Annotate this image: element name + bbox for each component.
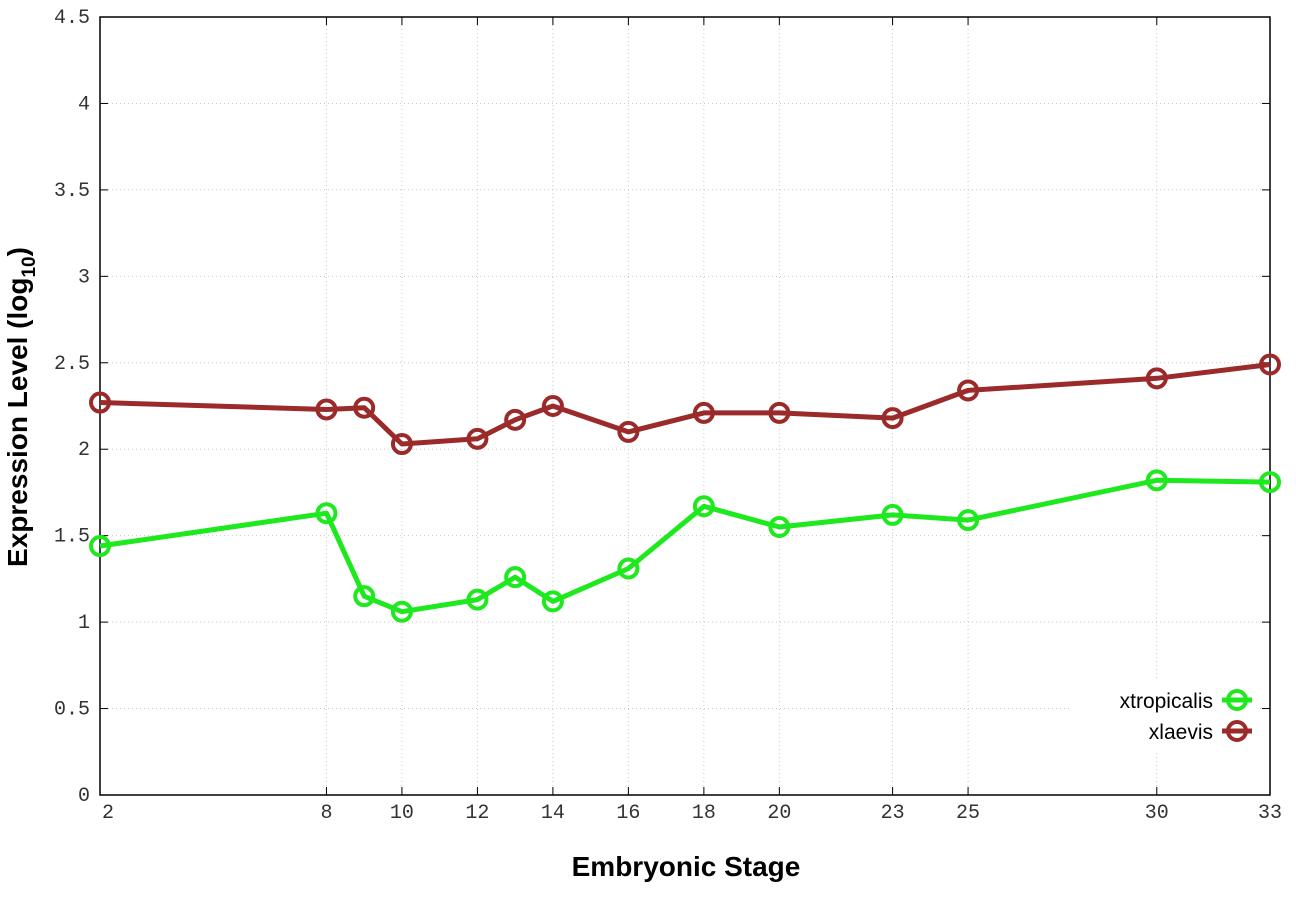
legend-marker-xlaevis bbox=[1226, 720, 1248, 742]
x-tick-label: 10 bbox=[390, 802, 414, 825]
data-point-xtropicalis bbox=[768, 516, 791, 539]
data-point-xtropicalis bbox=[390, 600, 413, 623]
y-tick-labels: 0 0.5 1 1.5 2 2.5 3 3.5 4 4.5 bbox=[54, 7, 90, 808]
axes bbox=[99, 16, 1271, 796]
data-point-xlaevis bbox=[466, 427, 489, 450]
data-point-xtropicalis bbox=[617, 557, 640, 580]
legend-entry-xtropicalis: xtropicalis bbox=[1120, 689, 1252, 713]
series-line-xtropicalis bbox=[99, 477, 1271, 615]
y-axis-title: Expression Level (log10) bbox=[2, 247, 40, 567]
legend-label-xtropicalis: xtropicalis bbox=[1120, 690, 1213, 713]
data-point-xlaevis bbox=[504, 408, 527, 431]
x-tick-label: 30 bbox=[1145, 802, 1169, 825]
plot-border bbox=[99, 16, 1271, 796]
data-point-xlaevis bbox=[692, 401, 715, 424]
y-tick-label: 3.5 bbox=[54, 180, 90, 203]
data-point-xtropicalis bbox=[466, 588, 489, 611]
data-point-xtropicalis bbox=[1145, 469, 1168, 492]
y-tick-label: 0.5 bbox=[54, 699, 90, 722]
data-point-xlaevis bbox=[768, 401, 791, 424]
data-point-xtropicalis bbox=[541, 590, 564, 613]
y-tick-label: 4.5 bbox=[54, 7, 90, 30]
data-point-xlaevis bbox=[89, 391, 111, 414]
legend-entry-xlaevis: xlaevis bbox=[1149, 720, 1252, 744]
data-point-xlaevis bbox=[881, 407, 904, 430]
data-point-xlaevis bbox=[541, 395, 564, 417]
data-point-xtropicalis bbox=[957, 509, 980, 532]
data-point-xlaevis bbox=[353, 396, 376, 419]
x-tick-label: 2 bbox=[102, 802, 114, 825]
data-point-xlaevis bbox=[957, 379, 980, 402]
y-tick-label: 1.5 bbox=[54, 526, 90, 549]
data-point-xlaevis bbox=[1145, 367, 1168, 390]
x-tick-label: 23 bbox=[881, 802, 905, 825]
x-tick-label: 14 bbox=[541, 802, 565, 825]
data-point-xlaevis bbox=[390, 433, 413, 456]
data-point-xlaevis bbox=[617, 420, 640, 443]
legend-label-xlaevis: xlaevis bbox=[1149, 721, 1213, 744]
y-axis-title-main: Expression Level (log bbox=[2, 278, 33, 567]
x-tick-label: 33 bbox=[1258, 802, 1282, 825]
y-tick-label: 3 bbox=[78, 266, 90, 289]
data-point-xtropicalis bbox=[692, 495, 715, 518]
data-point-xtropicalis bbox=[1259, 471, 1281, 494]
x-tick-label: 20 bbox=[767, 802, 791, 825]
x-tick-label: 8 bbox=[320, 802, 332, 825]
series-line-xlaevis bbox=[99, 362, 1271, 447]
data-point-xtropicalis bbox=[881, 503, 904, 526]
data-point-xtropicalis bbox=[89, 535, 111, 558]
data-point-xlaevis bbox=[1259, 353, 1281, 376]
grid-lines bbox=[100, 17, 1270, 795]
data-point-xtropicalis bbox=[504, 566, 527, 589]
data-point-xtropicalis bbox=[315, 502, 338, 525]
x-tick-label: 12 bbox=[465, 802, 489, 825]
x-tick-label: 25 bbox=[956, 802, 980, 825]
legend: xtropicalis xlaevis bbox=[1070, 680, 1260, 750]
y-tick-label: 4 bbox=[78, 93, 90, 116]
y-axis-title-subscript: 10 bbox=[19, 256, 40, 277]
x-tick-labels: 2 8 10 12 14 16 18 20 23 25 30 33 bbox=[102, 802, 1282, 825]
y-tick-label: 0 bbox=[78, 785, 90, 808]
x-axis-title: Embryonic Stage bbox=[572, 851, 801, 882]
y-tick-label: 2.5 bbox=[54, 353, 90, 376]
legend-marker-xtropicalis bbox=[1226, 689, 1248, 711]
y-axis-title-close: ) bbox=[2, 247, 33, 256]
x-tick-label: 16 bbox=[616, 802, 640, 825]
y-tick-label: 2 bbox=[78, 439, 90, 462]
data-point-xtropicalis bbox=[353, 585, 376, 608]
legend-background bbox=[1070, 680, 1260, 750]
data-point-xlaevis bbox=[315, 398, 338, 421]
series-lines bbox=[89, 353, 1281, 623]
y-tick-label: 1 bbox=[78, 612, 90, 635]
x-tick-label: 18 bbox=[692, 802, 716, 825]
